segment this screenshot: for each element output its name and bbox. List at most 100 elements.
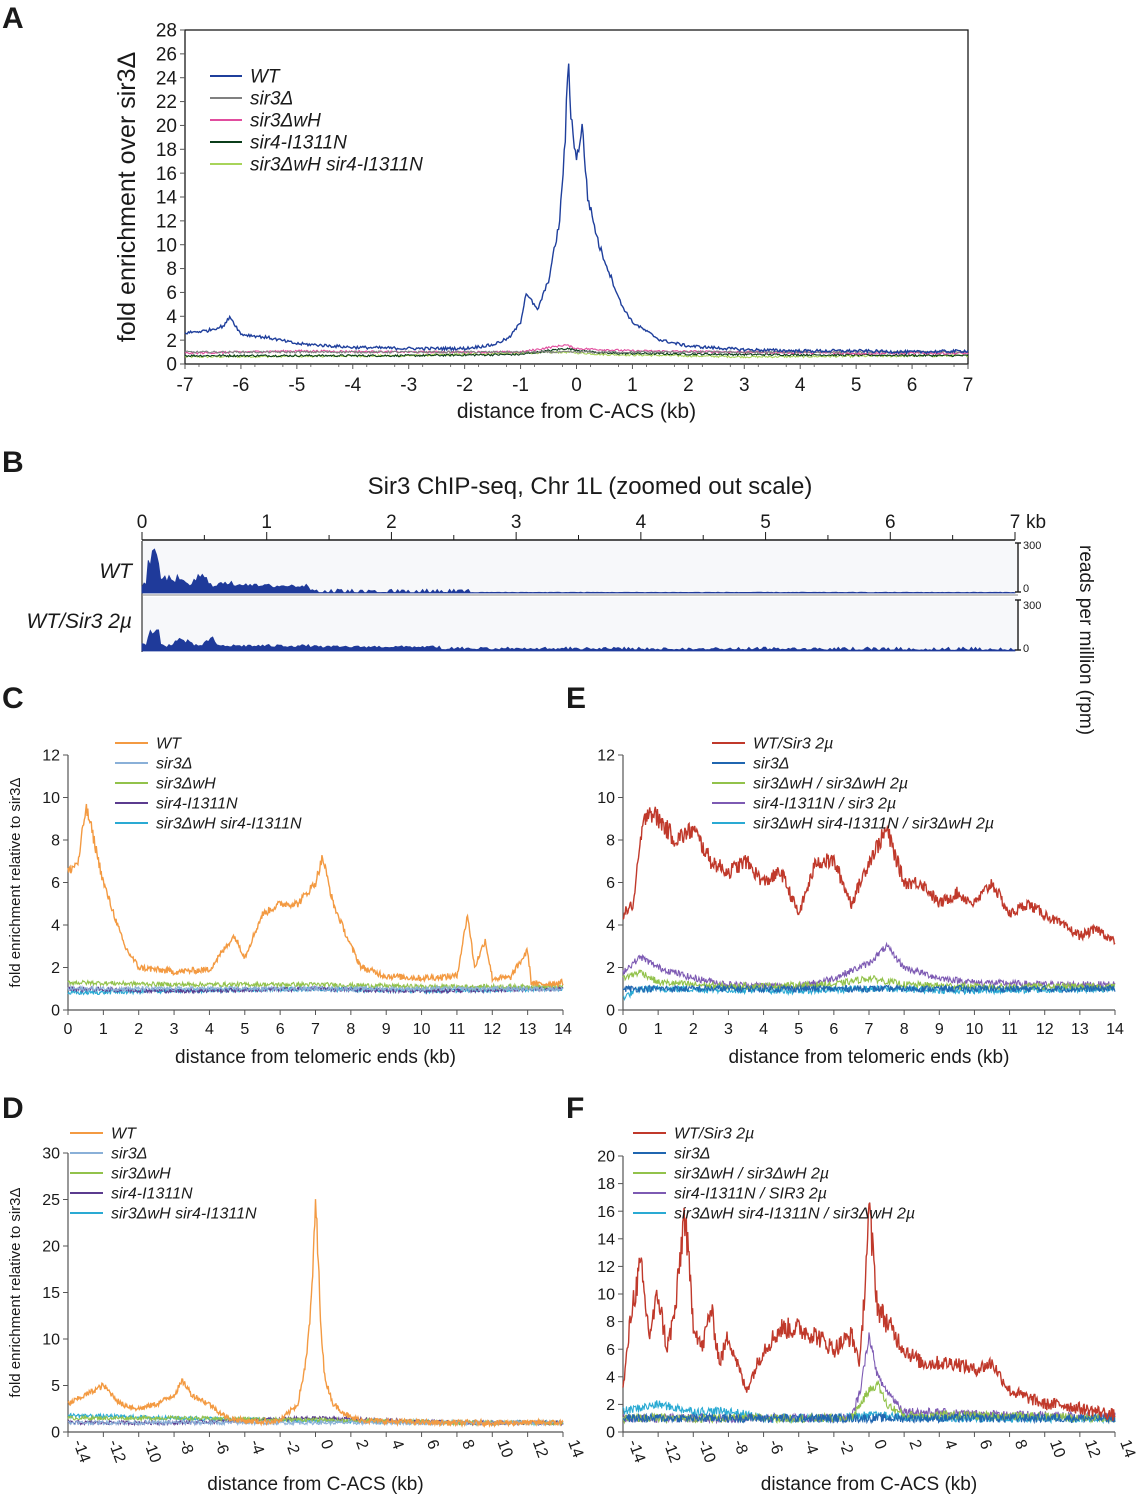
legend-label-c-3: sir4-I1311N bbox=[156, 796, 238, 813]
y-tick-label-a: 4 bbox=[166, 307, 177, 328]
x-tick-label-e: 6 bbox=[829, 1021, 838, 1038]
track-2mu-signal bbox=[141, 629, 1016, 652]
legend-label-c-0: WT bbox=[156, 736, 182, 753]
series-line-f-1 bbox=[622, 1412, 1116, 1425]
y-tick-label-a: 22 bbox=[156, 92, 177, 113]
legend-label-a-3: sir4-I1311N bbox=[250, 133, 347, 154]
y-tick-label-a: 24 bbox=[156, 68, 178, 89]
series-line-c-0 bbox=[67, 803, 564, 989]
y-tick-label-d: 25 bbox=[42, 1192, 60, 1209]
x-tick-label-a: -1 bbox=[512, 375, 529, 396]
x-tick-label-a: -7 bbox=[177, 375, 194, 396]
x-tick-label-f: 8 bbox=[1011, 1438, 1030, 1452]
kb-tick-label: 5 bbox=[760, 512, 771, 533]
y-tick-label-e: 4 bbox=[606, 918, 615, 935]
x-axis-label-e: distance from telomeric ends (kb) bbox=[729, 1047, 1010, 1068]
panel-b-y-axis-label: reads per million (rpm) bbox=[1075, 545, 1096, 735]
panel-b-tracks: Sir3 ChIP-seq, Chr 1L (zoomed out scale)… bbox=[27, 473, 1096, 735]
x-axis-label-f: distance from C-ACS (kb) bbox=[761, 1474, 977, 1495]
x-tick-label-d: 2 bbox=[352, 1438, 371, 1452]
plot-frame-a bbox=[184, 29, 969, 365]
y-tick-label-f: 20 bbox=[597, 1149, 615, 1166]
panel-label-f: F bbox=[566, 1092, 584, 1125]
y-tick-label-a: 8 bbox=[166, 259, 177, 280]
kb-tick-label: 6 bbox=[885, 512, 896, 533]
y-tick-label-c: 12 bbox=[42, 748, 60, 765]
legend-label-c-4: sir3ΔwH sir4-I1311N bbox=[156, 816, 302, 833]
x-tick-label-c: 13 bbox=[519, 1021, 537, 1038]
x-tick-label-a: 3 bbox=[739, 375, 750, 396]
track-name-wt-sir3-2mu: WT/Sir3 2µ bbox=[27, 610, 132, 633]
x-axis-label-a: distance from C-ACS (kb) bbox=[457, 400, 696, 423]
series-line-f-3 bbox=[622, 1332, 1116, 1425]
y-tick-label-a: 0 bbox=[166, 355, 177, 376]
x-tick-label-f: -4 bbox=[800, 1438, 821, 1457]
x-tick-label-d: 12 bbox=[529, 1438, 551, 1461]
x-tick-label-a: -3 bbox=[400, 375, 417, 396]
x-tick-label-f: 2 bbox=[905, 1438, 924, 1452]
x-tick-label-e: 7 bbox=[865, 1021, 874, 1038]
x-tick-label-e: 13 bbox=[1071, 1021, 1089, 1038]
legend-label-d-0: WT bbox=[111, 1126, 137, 1143]
y-tick-label-a: 2 bbox=[166, 331, 177, 352]
legend-label-e-0: WT/Sir3 2µ bbox=[753, 736, 833, 753]
x-tick-label-a: 7 bbox=[963, 375, 974, 396]
legend-label-c-2: sir3ΔwH bbox=[156, 776, 216, 793]
y-tick-label-f: 12 bbox=[597, 1259, 615, 1276]
x-tick-label-a: 4 bbox=[795, 375, 806, 396]
x-tick-label-d: -4 bbox=[246, 1438, 267, 1457]
x-tick-label-c: 6 bbox=[276, 1021, 285, 1038]
x-tick-label-e: 9 bbox=[935, 1021, 944, 1038]
x-tick-label-c: 3 bbox=[170, 1021, 179, 1038]
legend-label-e-2: sir3ΔwH / sir3ΔwH 2µ bbox=[753, 776, 908, 793]
y-tick-label-c: 10 bbox=[42, 790, 60, 807]
panel-b-kb-axis: 0 1 2 3 4 5 6 bbox=[137, 512, 1016, 541]
x-tick-label-d: 4 bbox=[387, 1438, 406, 1452]
x-tick-label-d: -2 bbox=[281, 1438, 302, 1457]
legend-label-f-2: sir3ΔwH / sir3ΔwH 2µ bbox=[674, 1166, 829, 1183]
scale-min-2mu: 0 bbox=[1023, 643, 1029, 655]
x-tick-label-a: -5 bbox=[288, 375, 305, 396]
x-tick-label-f: 12 bbox=[1081, 1438, 1103, 1461]
kb-tick-label: 3 bbox=[511, 512, 522, 533]
x-tick-label-d: 10 bbox=[494, 1438, 516, 1461]
y-tick-label-f: 10 bbox=[597, 1287, 615, 1304]
chart-panel-d: 0 5 10 15 20 25 30 -14 -12 -10 -8 -6 -4 -2 0 2 4 6 8 10 12 14… bbox=[7, 1126, 586, 1495]
kb-tick-label: 4 bbox=[636, 512, 647, 533]
series-line-f-2 bbox=[622, 1380, 1116, 1425]
legend-label-d-1: sir3Δ bbox=[111, 1146, 148, 1163]
series-line-c-2 bbox=[67, 979, 564, 991]
x-tick-label-f: -12 bbox=[659, 1438, 683, 1466]
x-tick-label-f: 6 bbox=[976, 1438, 995, 1452]
x-axis-label-d: distance from C-ACS (kb) bbox=[207, 1474, 423, 1495]
series-line-e-3 bbox=[622, 941, 1116, 991]
y-tick-label-a: 12 bbox=[156, 212, 177, 233]
series-line-a-1 bbox=[184, 350, 969, 355]
x-tick-label-d: 0 bbox=[317, 1438, 336, 1452]
legend-label-e-3: sir4-I1311N / sir3 2µ bbox=[753, 796, 896, 813]
x-tick-label-a: 0 bbox=[571, 375, 582, 396]
legend-label-d-3: sir4-I1311N bbox=[111, 1186, 193, 1203]
x-tick-label-a: -4 bbox=[344, 375, 361, 396]
y-tick-label-a: 10 bbox=[156, 235, 177, 256]
x-tick-label-d: -14 bbox=[69, 1438, 93, 1466]
x-tick-label-d: 14 bbox=[564, 1438, 586, 1461]
legend-label-f-0: WT/Sir3 2µ bbox=[674, 1126, 754, 1143]
y-tick-label-a: 6 bbox=[166, 283, 177, 304]
series-line-a-2 bbox=[185, 344, 969, 356]
y-tick-label-f: 14 bbox=[597, 1231, 615, 1248]
x-tick-label-e: 12 bbox=[1036, 1021, 1054, 1038]
x-tick-label-f: 4 bbox=[941, 1438, 960, 1452]
x-tick-label-f: -10 bbox=[695, 1438, 719, 1466]
panel-b-title: Sir3 ChIP-seq, Chr 1L (zoomed out scale) bbox=[368, 473, 813, 500]
x-tick-label-a: 5 bbox=[851, 375, 862, 396]
x-tick-label-c: 5 bbox=[240, 1021, 249, 1038]
scale-max-2mu: 300 bbox=[1023, 600, 1041, 612]
panel-b-axis-end-label: 7 bbox=[1010, 512, 1021, 533]
x-tick-label-d: 6 bbox=[423, 1438, 442, 1452]
y-tick-label-a: 14 bbox=[156, 188, 178, 209]
x-tick-label-a: -2 bbox=[456, 375, 473, 396]
series-line-c-1 bbox=[67, 984, 564, 993]
